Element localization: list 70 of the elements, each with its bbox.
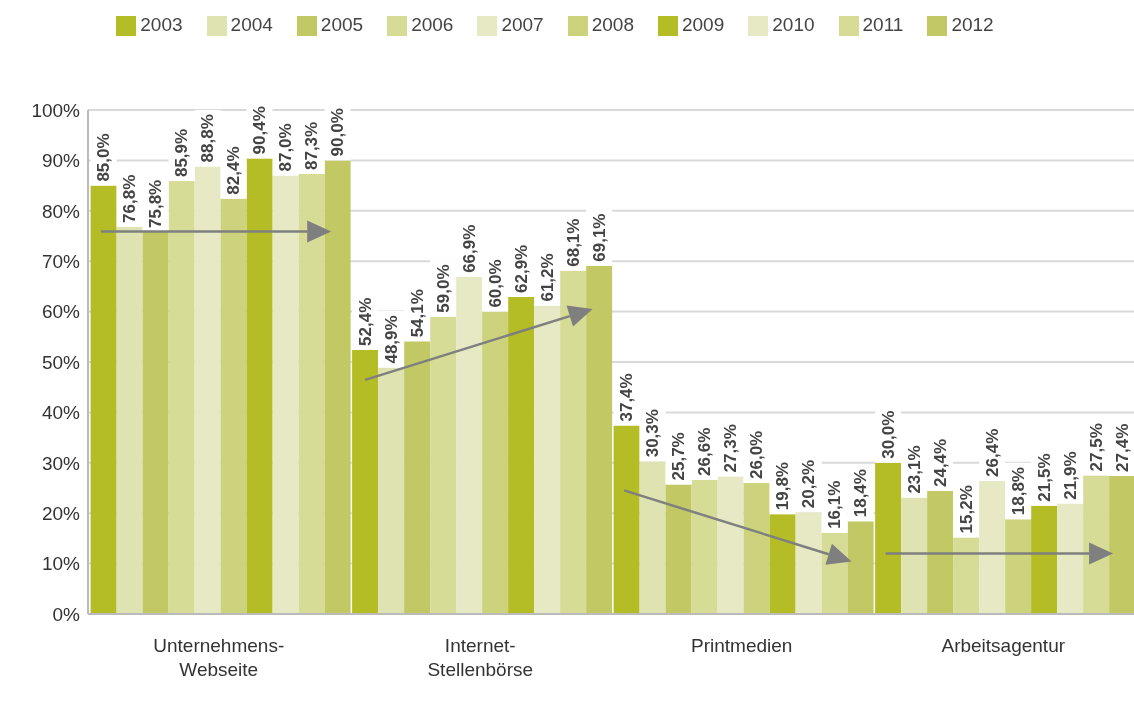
legend-label: 2006: [411, 14, 454, 35]
data-label: 26,6%: [695, 427, 715, 476]
legend-label: 2010: [772, 14, 815, 35]
data-label: 54,1%: [407, 289, 427, 338]
data-label: 85,0%: [94, 133, 114, 182]
bar: [979, 480, 1006, 614]
data-label: 26,0%: [747, 430, 767, 479]
data-label: 18,8%: [1008, 467, 1028, 516]
y-tick-label: 90%: [41, 150, 81, 172]
data-label: 52,4%: [355, 297, 375, 346]
y-tick-label: 20%: [41, 502, 81, 524]
data-label: 90,0%: [328, 108, 348, 157]
bar: [927, 491, 954, 614]
data-label: 75,8%: [146, 179, 166, 228]
data-label: 20,2%: [799, 459, 819, 509]
legend-label: 2009: [681, 14, 725, 35]
data-label: 16,1%: [825, 480, 845, 529]
data-label: 37,4%: [617, 373, 637, 422]
bar: [352, 349, 379, 614]
y-tick-label: 70%: [41, 250, 81, 272]
data-label: 68,1%: [563, 218, 583, 267]
data-label: 59,0%: [433, 264, 453, 313]
y-tick-label: 10%: [41, 553, 81, 575]
data-label: 85,9%: [172, 128, 192, 178]
data-label: 76,8%: [120, 174, 140, 223]
data-label: 69,1%: [589, 213, 609, 262]
data-label: 25,7%: [669, 432, 689, 481]
legend-label: 2008: [591, 14, 634, 35]
data-label: 27,3%: [721, 424, 741, 473]
data-label: 30,3%: [643, 409, 663, 458]
data-label: 19,8%: [773, 462, 793, 511]
y-tick-label: 60%: [41, 301, 81, 323]
data-label: 61,2%: [537, 253, 557, 302]
x-tick-label: Internet-Stellenbörse: [427, 635, 534, 680]
x-tick-label: Arbeitsagentur: [941, 635, 1066, 656]
data-label: 21,9%: [1060, 451, 1080, 500]
y-tick-label: 80%: [41, 200, 81, 222]
y-tick-label: 50%: [41, 351, 81, 373]
legend-label: 2003: [140, 14, 183, 35]
x-tick-label: Printmedien: [691, 635, 793, 656]
y-tick-label: 0%: [52, 603, 81, 625]
legend-label: 2007: [501, 14, 544, 35]
data-label: 48,9%: [381, 315, 401, 364]
data-label: 87,3%: [302, 121, 322, 171]
data-label: 82,4%: [224, 146, 244, 195]
data-label: 90,4%: [250, 106, 270, 155]
data-label: 88,8%: [198, 114, 218, 163]
data-label: 27,4%: [1112, 423, 1132, 472]
data-label: 21,5%: [1034, 453, 1054, 502]
data-label: 18,4%: [851, 469, 871, 518]
y-tick-label: 30%: [41, 452, 81, 474]
legend-label: 2012: [951, 14, 994, 35]
data-label: 27,5%: [1086, 423, 1106, 472]
x-tick-label: Unternehmens-Webseite: [153, 635, 285, 680]
y-tick-label: 40%: [41, 402, 81, 424]
data-label: 23,1%: [904, 445, 924, 494]
y-tick-label: 100%: [31, 99, 81, 121]
data-label: 15,2%: [956, 485, 976, 534]
bar: [508, 296, 535, 614]
data-label: 66,9%: [459, 224, 479, 273]
bar: [1109, 475, 1134, 614]
data-label: 26,4%: [982, 428, 1002, 477]
data-label: 62,9%: [511, 244, 531, 293]
legend-label: 2005: [320, 14, 364, 35]
data-label: 87,0%: [276, 123, 296, 172]
data-label: 24,4%: [930, 438, 950, 488]
data-label: 30,0%: [878, 410, 898, 459]
legend-label: 2011: [862, 14, 904, 35]
legend-label: 2004: [230, 14, 273, 35]
data-label: 60,0%: [485, 259, 505, 308]
